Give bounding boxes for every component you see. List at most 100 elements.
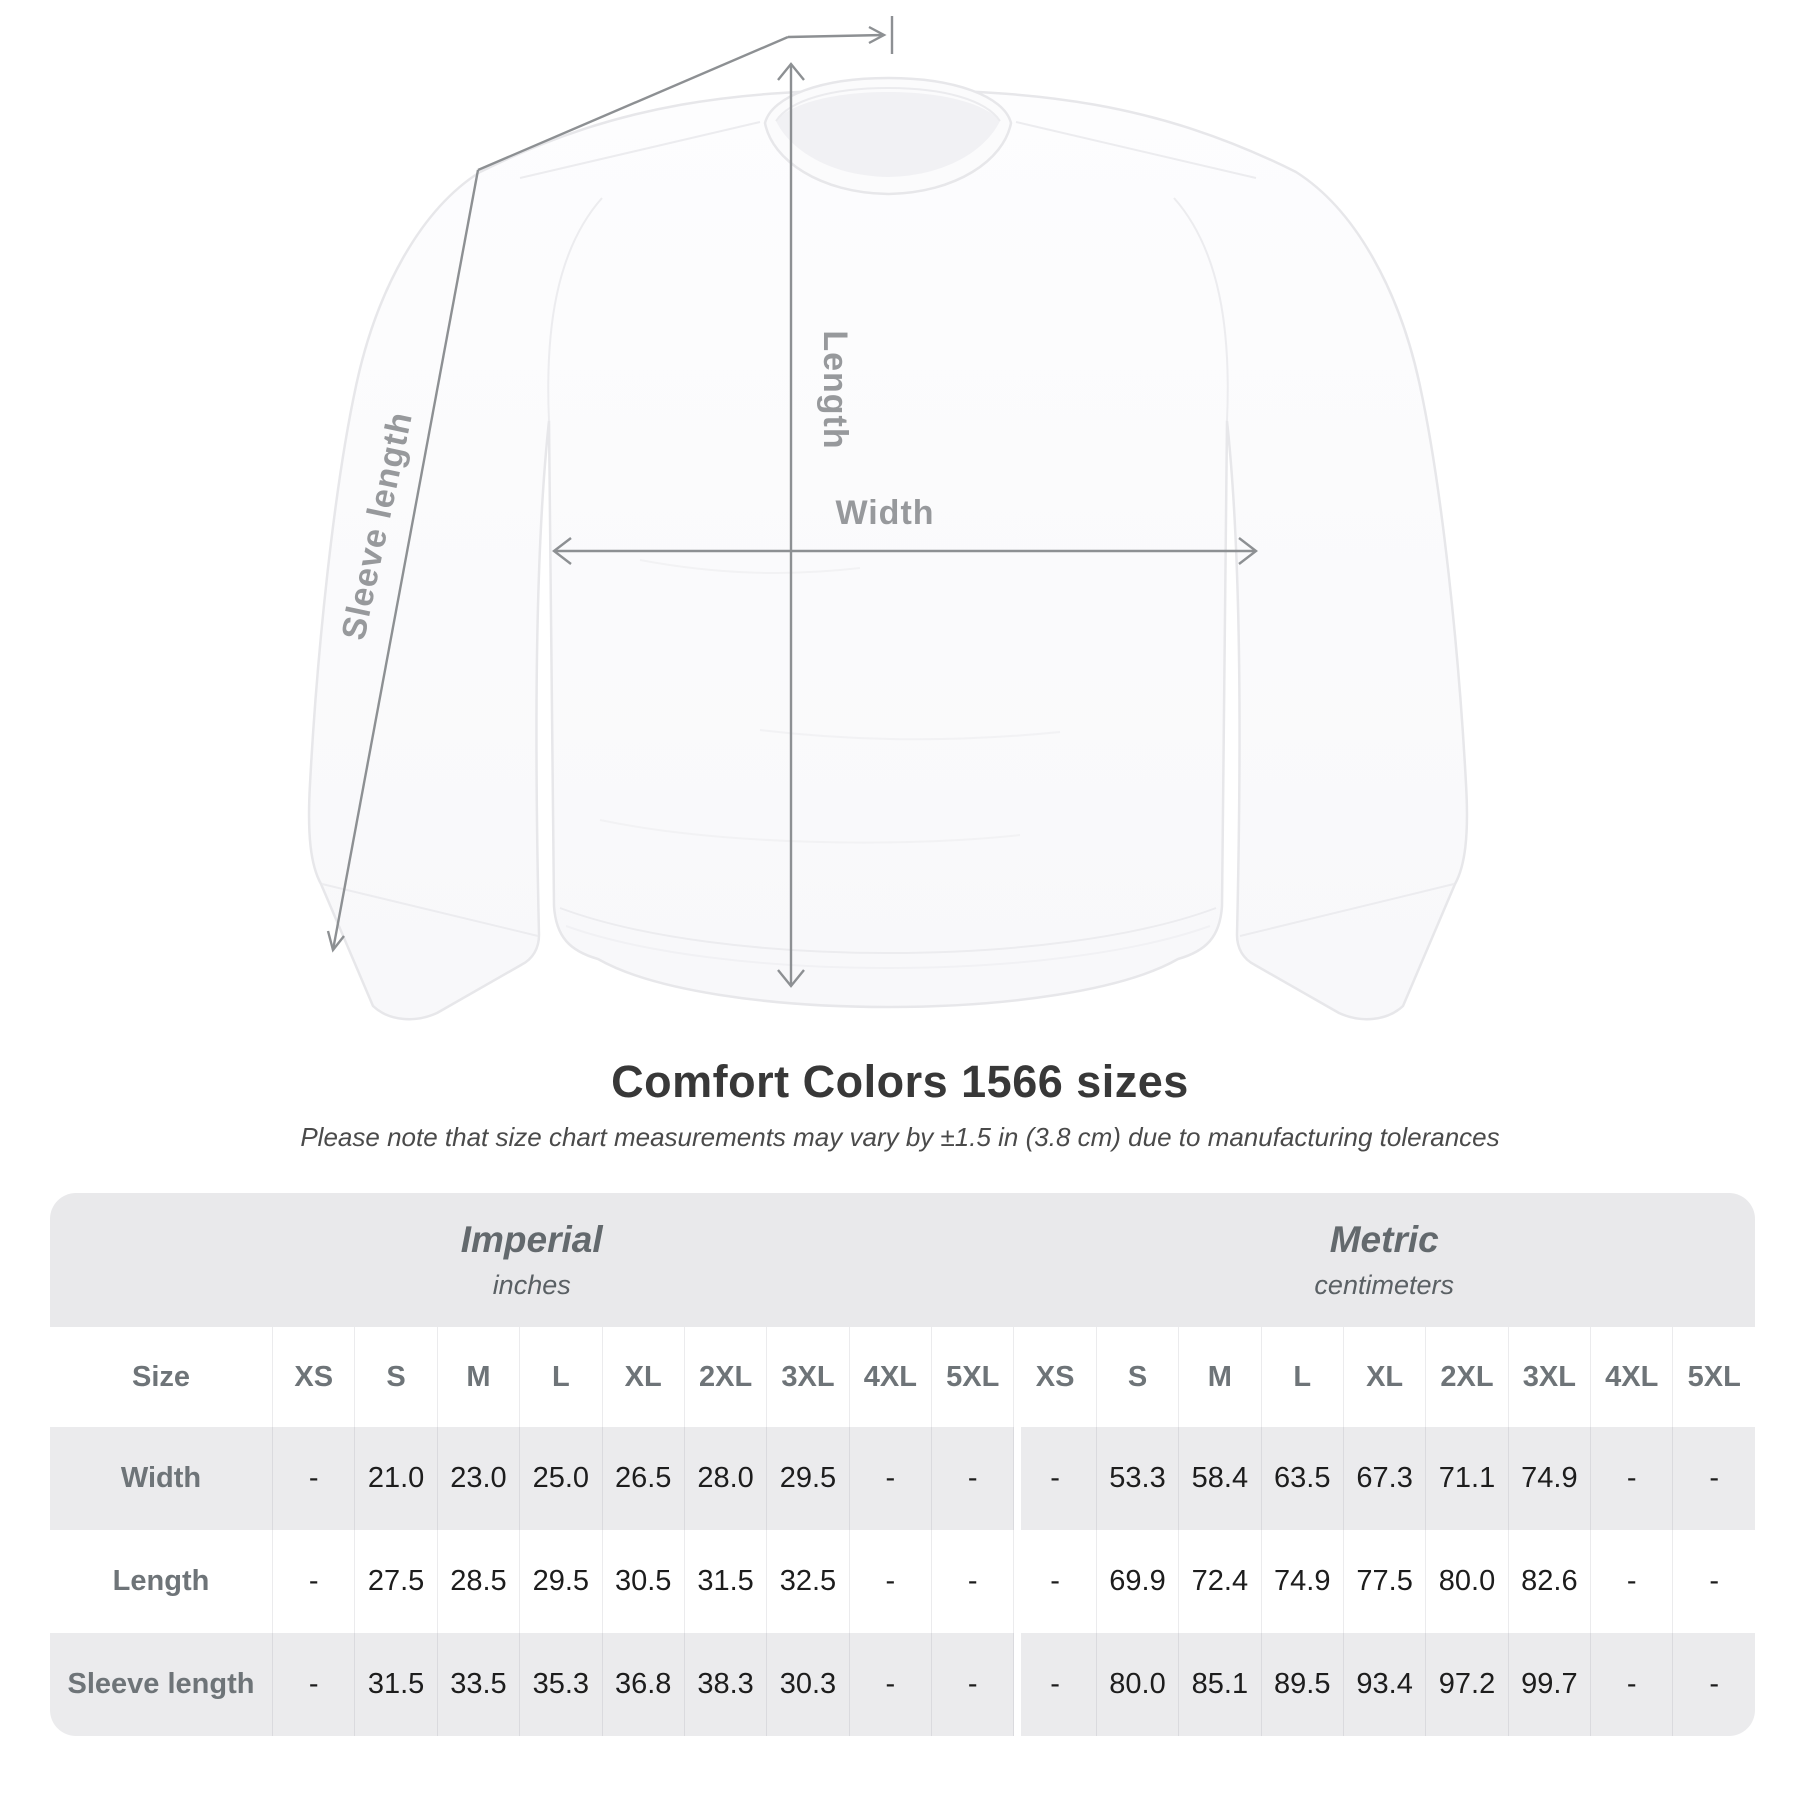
- unit-band-row: Imperial inches Metric centimeters: [50, 1193, 1755, 1327]
- size-header-cell: XS: [1013, 1327, 1096, 1427]
- page-title: Comfort Colors 1566 sizes: [611, 1056, 1189, 1107]
- size-header-cell: 2XL: [683, 1327, 767, 1427]
- value-cell: 74.9: [1260, 1530, 1343, 1633]
- value-cell: 35.3: [519, 1633, 602, 1736]
- value-cell: 80.0: [1425, 1530, 1508, 1633]
- value-cell: 72.4: [1178, 1530, 1261, 1633]
- collar-opening: [776, 92, 1000, 177]
- row-label: Width: [50, 1427, 273, 1530]
- size-header-cell: 4XL: [848, 1327, 932, 1427]
- value-cell: 80.0: [1095, 1633, 1179, 1736]
- value-cell: 28.0: [683, 1427, 767, 1530]
- value-cell: -: [272, 1427, 355, 1530]
- top-arrow-right: [868, 25, 887, 45]
- value-cell: 97.2: [1425, 1633, 1508, 1736]
- value-cell: 71.1: [1425, 1427, 1508, 1530]
- metric-group-unit: centimeters: [1314, 1270, 1454, 1300]
- value-cell: 31.5: [354, 1633, 437, 1736]
- size-header-cell: 3XL: [766, 1327, 849, 1427]
- value-cell: 77.5: [1342, 1530, 1426, 1633]
- imperial-group-unit: inches: [492, 1270, 571, 1300]
- size-header-cell: 5XL: [931, 1327, 1014, 1427]
- value-cell: 85.1: [1178, 1633, 1261, 1736]
- value-cell: 33.5: [436, 1633, 520, 1736]
- size-header-cell: S: [354, 1327, 437, 1427]
- value-cell: -: [1672, 1633, 1755, 1736]
- sleeve-arrow-down: [326, 930, 345, 953]
- value-cell: 74.9: [1507, 1427, 1591, 1530]
- value-cell: 31.5: [683, 1530, 767, 1633]
- size-header-row: Size XS S M L XL 2XL 3XL 4XL 5XL XS S M …: [50, 1327, 1755, 1427]
- size-table: Imperial inches Metric centimeters Size …: [50, 1193, 1755, 1736]
- value-cell: -: [1013, 1633, 1096, 1736]
- top-construction-line: [787, 33, 885, 39]
- value-cell: -: [1013, 1427, 1096, 1530]
- collar-rib-line: [775, 86, 1001, 122]
- value-cell: 58.4: [1178, 1427, 1261, 1530]
- value-cell: -: [1590, 1530, 1673, 1633]
- row-label: Sleeve length: [50, 1633, 273, 1736]
- collar: [763, 76, 1013, 196]
- value-cell: 53.3: [1095, 1427, 1179, 1530]
- sleeve-measure-line: [331, 169, 480, 951]
- size-header-cell: 2XL: [1425, 1327, 1508, 1427]
- tolerance-note: Please note that size chart measurements…: [300, 1122, 1500, 1152]
- value-cell: 26.5: [601, 1427, 684, 1530]
- value-cell: 30.3: [766, 1633, 849, 1736]
- value-cell: -: [1672, 1530, 1755, 1633]
- table-row-width: Width - 21.0 23.0 25.0 26.5 28.0 29.5 - …: [50, 1427, 1755, 1530]
- value-cell: -: [272, 1530, 355, 1633]
- length-arrow-up: [777, 62, 805, 81]
- size-column-header: Size: [50, 1327, 273, 1427]
- value-cell: 36.8: [601, 1633, 684, 1736]
- size-header-cell: XL: [1342, 1327, 1426, 1427]
- table-row-sleeve-length: Sleeve length - 31.5 33.5 35.3 36.8 38.3…: [50, 1633, 1755, 1736]
- metric-group-header: Metric centimeters: [1013, 1193, 1755, 1327]
- value-cell: 25.0: [519, 1427, 602, 1530]
- value-cell: -: [931, 1633, 1014, 1736]
- width-label: Width: [835, 494, 934, 532]
- metric-group-name: Metric: [1329, 1219, 1439, 1260]
- value-cell: 38.3: [683, 1633, 767, 1736]
- value-cell: 30.5: [601, 1530, 684, 1633]
- value-cell: 21.0: [354, 1427, 437, 1530]
- width-arrow-right: [1238, 537, 1258, 565]
- value-cell: -: [272, 1633, 355, 1736]
- value-cell: -: [1590, 1427, 1673, 1530]
- value-cell: 29.5: [519, 1530, 602, 1633]
- value-cell: -: [1672, 1427, 1755, 1530]
- value-cell: 23.0: [436, 1427, 520, 1530]
- value-cell: -: [848, 1530, 932, 1633]
- garment-seams: [321, 121, 1455, 969]
- value-cell: 32.5: [766, 1530, 849, 1633]
- size-header-cell: L: [1260, 1327, 1343, 1427]
- value-cell: -: [848, 1427, 932, 1530]
- value-cell: -: [1013, 1530, 1096, 1633]
- size-header-cell: S: [1095, 1327, 1179, 1427]
- size-header-cell: 5XL: [1672, 1327, 1755, 1427]
- size-header-cell: M: [1178, 1327, 1261, 1427]
- size-header-cell: L: [519, 1327, 602, 1427]
- value-cell: 82.6: [1507, 1530, 1591, 1633]
- row-label: Length: [50, 1530, 273, 1633]
- size-header-cell: XS: [272, 1327, 355, 1427]
- value-cell: 99.7: [1507, 1633, 1591, 1736]
- size-header-cell: 3XL: [1507, 1327, 1591, 1427]
- value-cell: 89.5: [1260, 1633, 1343, 1736]
- shoulder-construction-line: [477, 35, 789, 172]
- sweatshirt-diagram: Length Width Sleeve length: [307, 16, 1469, 1021]
- imperial-group-header: Imperial inches: [50, 1193, 1014, 1327]
- size-header-cell: 4XL: [1590, 1327, 1673, 1427]
- imperial-group-name: Imperial: [460, 1219, 603, 1260]
- value-cell: 93.4: [1342, 1633, 1426, 1736]
- value-cell: -: [848, 1633, 932, 1736]
- value-cell: 29.5: [766, 1427, 849, 1530]
- value-cell: 27.5: [354, 1530, 437, 1633]
- size-header-cell: XL: [601, 1327, 684, 1427]
- sweatshirt-outline: [307, 88, 1469, 1021]
- value-cell: -: [1590, 1633, 1673, 1736]
- value-cell: 28.5: [436, 1530, 520, 1633]
- table-row-length: Length - 27.5 28.5 29.5 30.5 31.5 32.5 -…: [50, 1530, 1755, 1633]
- size-chart-table: Imperial inches Metric centimeters Size …: [50, 1193, 1755, 1736]
